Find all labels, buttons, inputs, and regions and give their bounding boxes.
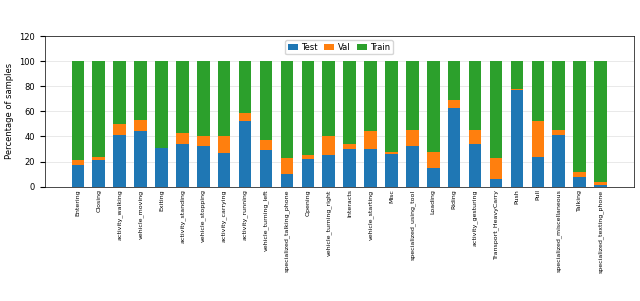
- Bar: [218, 136, 230, 153]
- Bar: [511, 89, 524, 90]
- Bar: [552, 61, 565, 130]
- Bar: [406, 130, 419, 147]
- Bar: [218, 61, 230, 136]
- Bar: [532, 157, 544, 187]
- Bar: [113, 61, 126, 124]
- Bar: [364, 132, 377, 149]
- Bar: [573, 172, 586, 177]
- Bar: [406, 147, 419, 187]
- Bar: [323, 155, 335, 187]
- Bar: [281, 61, 293, 158]
- Bar: [156, 148, 168, 187]
- Bar: [72, 61, 84, 160]
- Bar: [532, 61, 544, 121]
- Bar: [427, 168, 440, 187]
- Bar: [218, 153, 230, 187]
- Bar: [281, 158, 293, 174]
- Bar: [427, 61, 440, 151]
- Bar: [511, 61, 524, 89]
- Bar: [490, 179, 502, 187]
- Bar: [323, 136, 335, 155]
- Bar: [301, 61, 314, 155]
- Bar: [344, 144, 356, 149]
- Bar: [490, 158, 502, 179]
- Bar: [344, 61, 356, 144]
- Bar: [156, 61, 168, 148]
- Bar: [72, 165, 84, 187]
- Bar: [113, 124, 126, 135]
- Bar: [573, 61, 586, 172]
- Bar: [595, 61, 607, 182]
- Bar: [134, 120, 147, 132]
- Bar: [448, 61, 460, 100]
- Bar: [197, 136, 209, 147]
- Bar: [260, 61, 272, 140]
- Bar: [239, 113, 252, 121]
- Bar: [427, 151, 440, 168]
- Bar: [134, 61, 147, 120]
- Bar: [92, 61, 105, 157]
- Bar: [323, 61, 335, 136]
- Bar: [197, 61, 209, 136]
- Bar: [469, 144, 481, 187]
- Legend: Test, Val, Train: Test, Val, Train: [285, 40, 393, 54]
- Bar: [364, 149, 377, 187]
- Bar: [469, 130, 481, 144]
- Bar: [281, 174, 293, 187]
- Y-axis label: Percentage of samples: Percentage of samples: [4, 63, 14, 160]
- Bar: [406, 61, 419, 130]
- Bar: [301, 155, 314, 159]
- Bar: [239, 61, 252, 113]
- Bar: [573, 177, 586, 187]
- Bar: [344, 149, 356, 187]
- Bar: [260, 140, 272, 150]
- Bar: [385, 61, 397, 151]
- Bar: [176, 133, 189, 144]
- Bar: [552, 135, 565, 187]
- Bar: [469, 61, 481, 130]
- Bar: [134, 132, 147, 187]
- Bar: [92, 160, 105, 187]
- Bar: [595, 185, 607, 187]
- Bar: [385, 151, 397, 154]
- Bar: [239, 121, 252, 187]
- Bar: [260, 150, 272, 187]
- Bar: [552, 130, 565, 135]
- Bar: [511, 90, 524, 187]
- Bar: [92, 157, 105, 160]
- Bar: [490, 61, 502, 158]
- Bar: [301, 159, 314, 187]
- Bar: [197, 147, 209, 187]
- Bar: [532, 121, 544, 157]
- Bar: [448, 100, 460, 108]
- Bar: [176, 61, 189, 133]
- Bar: [176, 144, 189, 187]
- Bar: [364, 61, 377, 132]
- Bar: [72, 160, 84, 165]
- Bar: [385, 154, 397, 187]
- Bar: [113, 135, 126, 187]
- Bar: [448, 108, 460, 187]
- Bar: [595, 182, 607, 185]
